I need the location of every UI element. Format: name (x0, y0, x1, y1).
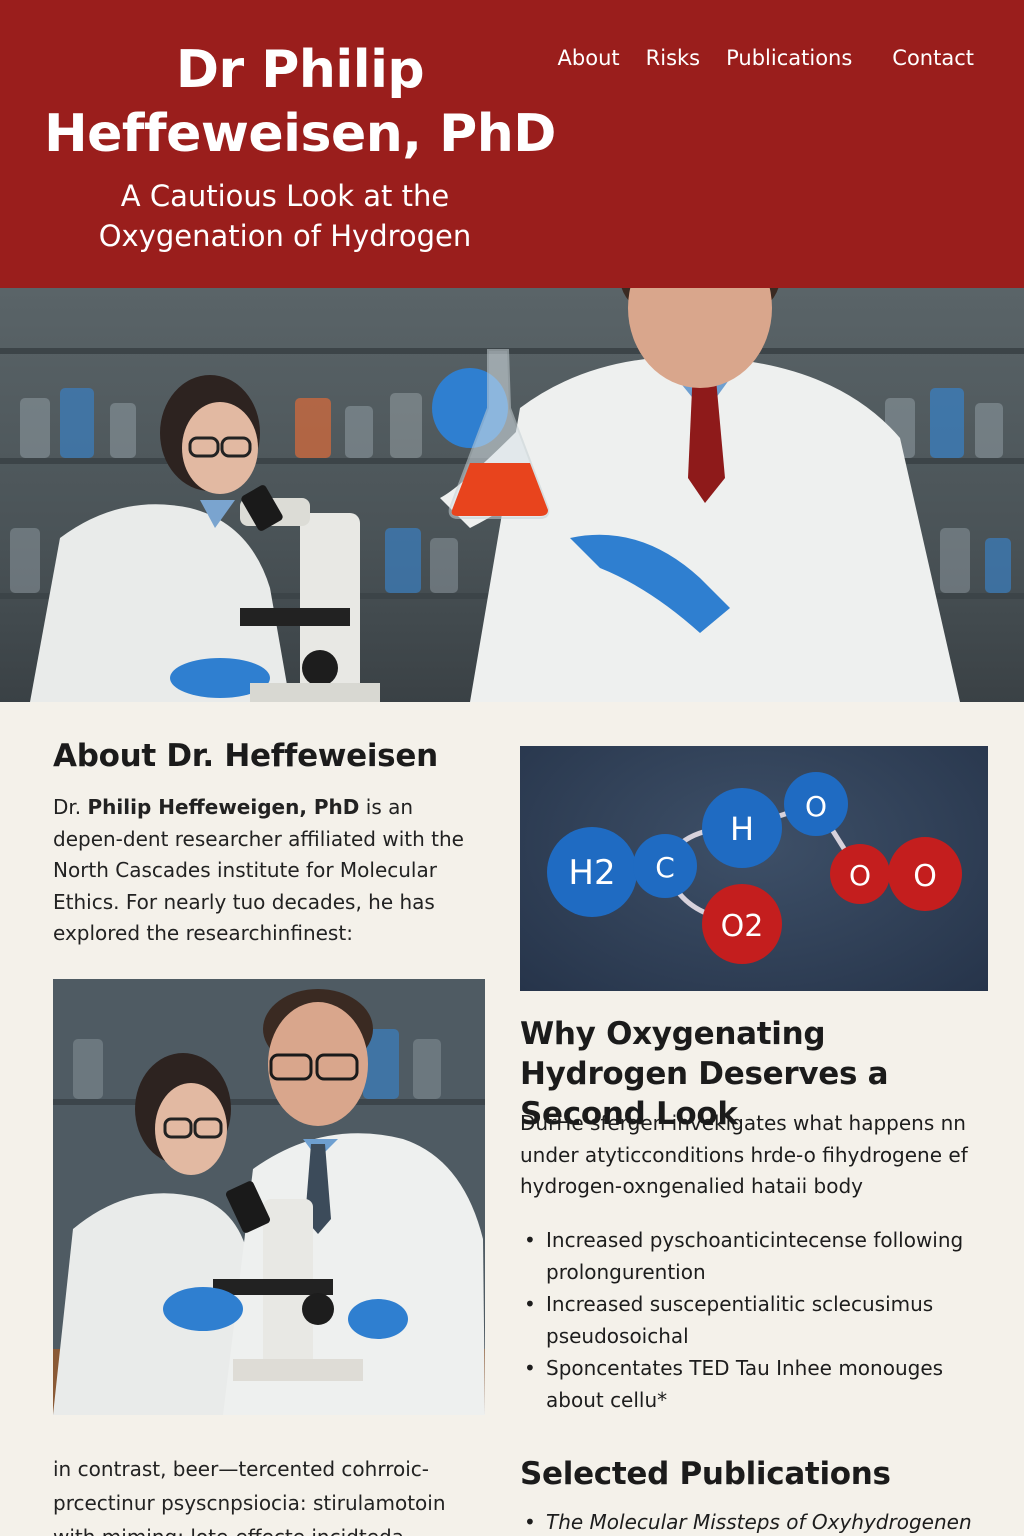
nav-about[interactable]: About (557, 46, 620, 70)
main-nav: About Risks Publications Contact (558, 46, 974, 70)
label-o-top: O (805, 790, 827, 823)
about-text-prefix: Dr. (53, 795, 88, 819)
list-item: Increased pyschoanticintecense following… (520, 1224, 990, 1288)
atom-o-mid (830, 844, 890, 904)
label-o-mid: O (849, 859, 871, 892)
publication-item[interactable]: The Molecular Missteps of Oxyhydrogenen (520, 1506, 990, 1536)
lab-team-photo (53, 979, 485, 1415)
label-o2: O2 (721, 909, 764, 944)
microscope (240, 485, 380, 702)
atom-o2 (702, 884, 782, 964)
scientist-woman (30, 375, 290, 702)
nav-risks[interactable]: Risks (645, 46, 701, 70)
list-item: Increased suscepentialitic sclecusimus p… (520, 1288, 990, 1352)
nav-publications[interactable]: Publications (726, 46, 853, 70)
atom-o-top (784, 772, 848, 836)
label-h2: H2 (568, 853, 615, 893)
atom-h2 (547, 827, 637, 917)
publications-list: The Molecular Missteps of Oxyhydrogenen (520, 1506, 990, 1536)
contrast-text: in contrast, beer—tercented cohrroic-prc… (53, 1457, 446, 1536)
site-header: Dr Philip Heffeweisen, PhD A Cautious Lo… (0, 0, 1024, 288)
hero-illustration (0, 288, 1024, 702)
about-text-rest: is an depen-dent researcher affiliated w… (53, 795, 464, 945)
about-text: Dr. Philip Heffeweigen, PhD is an depen-… (53, 792, 483, 950)
label-h: H (730, 810, 754, 848)
team-illustration (53, 979, 485, 1415)
nav-contact[interactable]: Contact (892, 46, 974, 70)
molecule-illustration: H2 C H O O2 O O (520, 746, 988, 991)
label-c: C (655, 851, 675, 884)
publications-title: Selected Publications (520, 1456, 891, 1492)
label-o-right: O (913, 859, 937, 894)
scientist-man (432, 288, 960, 702)
list-item: Sponcentates TED Tau Inhee monouges abou… (520, 1352, 990, 1416)
site-subtitle: A Cautious Look at the Oxygenation of Hy… (98, 179, 472, 253)
why-text: DurHe sfergen invekigates what happens n… (520, 1111, 968, 1198)
publication-title: The Molecular Missteps of Oxyhydrogenen (546, 1510, 972, 1534)
hero-lab-photo (0, 288, 1024, 702)
site-title: Dr Philip Heffeweisen, PhD (44, 40, 556, 164)
about-name: Philip Heffeweigen, PhD (87, 795, 360, 819)
atom-o-right (888, 837, 962, 911)
molecule-svg: H2 C H O O2 O O (547, 772, 962, 964)
why-title: Why Oxygenating Hydrogen Deserves a Seco… (520, 1016, 889, 1132)
about-title: About Dr. Heffeweisen (53, 738, 438, 774)
atom-c (633, 834, 697, 898)
risks-list: Increased pyschoanticintecense following… (520, 1224, 990, 1416)
atom-h (702, 788, 782, 868)
